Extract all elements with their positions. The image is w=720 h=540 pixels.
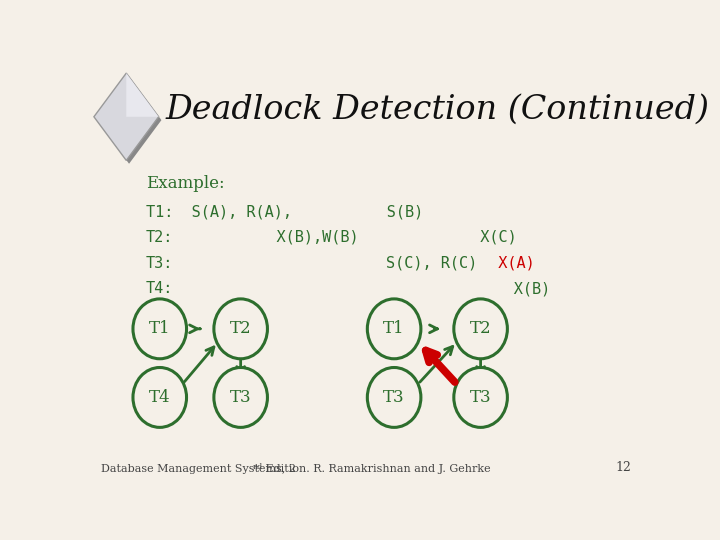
- Text: T1: T1: [383, 320, 405, 338]
- Text: T3: T3: [469, 389, 492, 406]
- Text: T2: T2: [469, 320, 492, 338]
- Text: T1: T1: [149, 320, 171, 338]
- Ellipse shape: [214, 368, 267, 427]
- Text: T3:: T3:: [145, 255, 174, 271]
- Text: Deadlock Detection (Continued): Deadlock Detection (Continued): [166, 94, 709, 126]
- Text: T3: T3: [383, 389, 405, 406]
- Text: T1:  S(A), R(A),: T1: S(A), R(A),: [145, 204, 292, 219]
- Ellipse shape: [133, 299, 186, 359]
- Text: X(A): X(A): [408, 255, 535, 271]
- Text: Database Management Systems, 2: Database Management Systems, 2: [101, 464, 296, 474]
- Ellipse shape: [367, 299, 421, 359]
- Text: X(B),W(B): X(B),W(B): [167, 230, 359, 245]
- Text: S(C), R(C): S(C), R(C): [167, 255, 477, 271]
- Polygon shape: [94, 73, 158, 160]
- Text: T4:: T4:: [145, 281, 174, 296]
- Ellipse shape: [454, 299, 508, 359]
- Text: T2:: T2:: [145, 230, 174, 245]
- Ellipse shape: [214, 299, 267, 359]
- Ellipse shape: [367, 368, 421, 427]
- Polygon shape: [96, 77, 161, 164]
- Text: X(C): X(C): [315, 230, 516, 245]
- Polygon shape: [126, 73, 158, 117]
- Text: X(B): X(B): [167, 281, 550, 296]
- Text: T4: T4: [149, 389, 171, 406]
- Text: T2: T2: [230, 320, 251, 338]
- Text: T3: T3: [230, 389, 251, 406]
- Ellipse shape: [454, 368, 508, 427]
- Text: Database Management Systems, 2: Database Management Systems, 2: [101, 464, 296, 474]
- Text: 12: 12: [616, 461, 631, 474]
- Text: Example:: Example:: [145, 175, 225, 192]
- Text: nd: nd: [252, 463, 262, 471]
- Ellipse shape: [133, 368, 186, 427]
- Text: Edition. R. Ramakrishnan and J. Gehrke: Edition. R. Ramakrishnan and J. Gehrke: [262, 464, 491, 474]
- Text: S(B): S(B): [259, 204, 423, 219]
